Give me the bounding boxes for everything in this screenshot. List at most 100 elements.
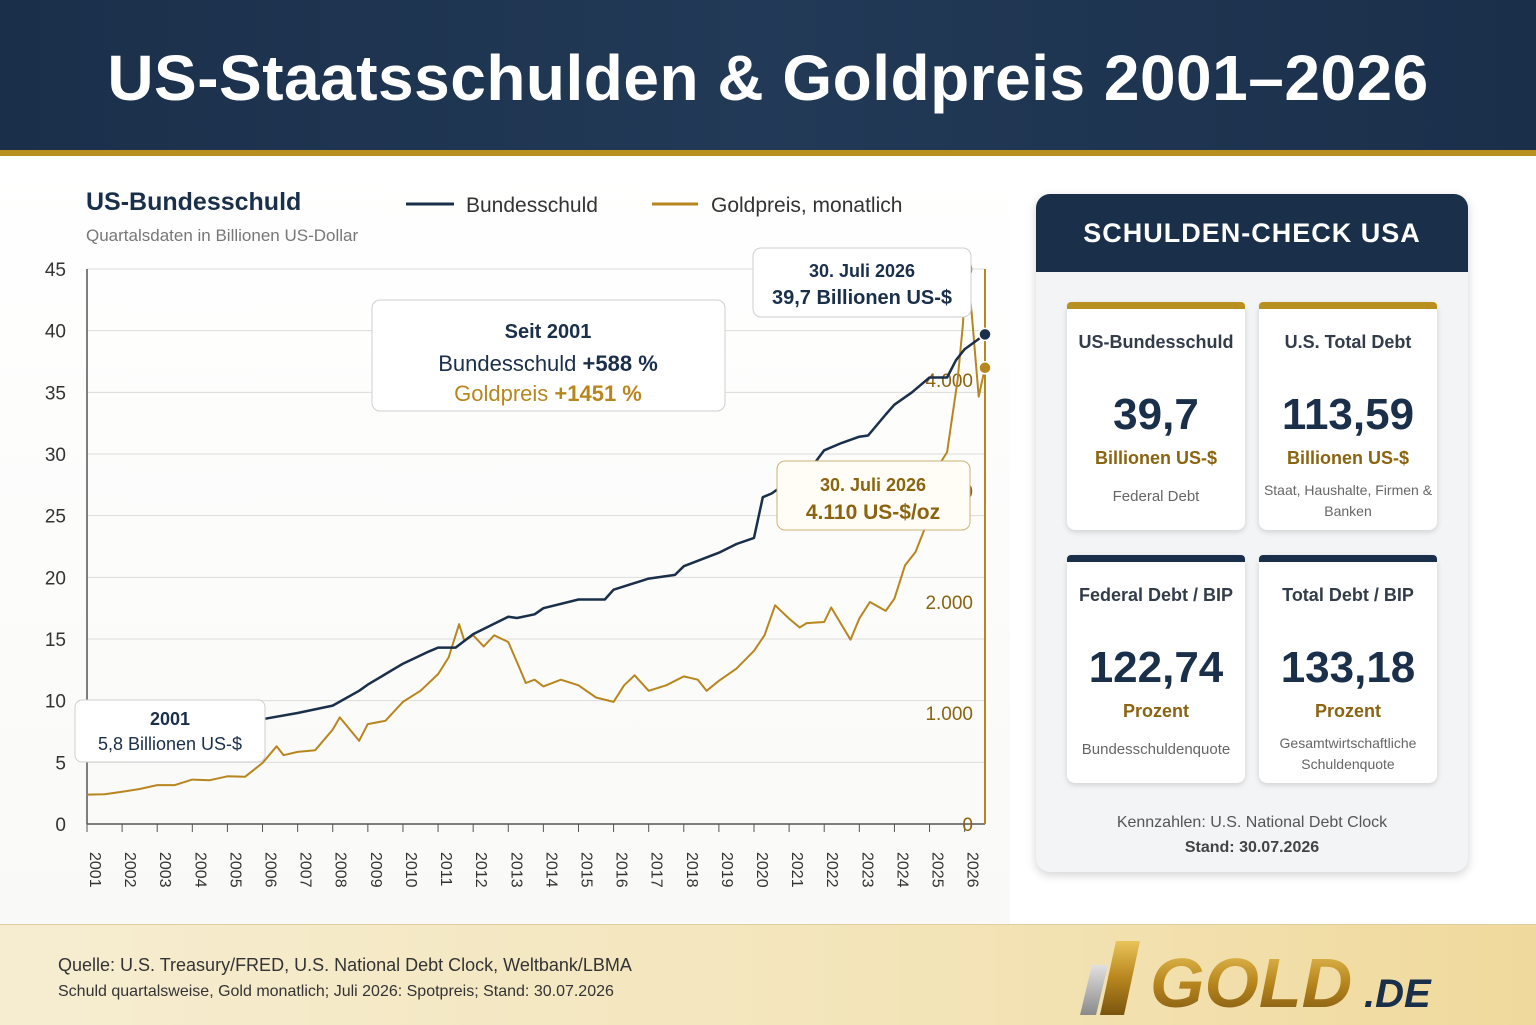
y-tick-label: 20: [45, 568, 66, 589]
y-tick-label: 25: [45, 507, 66, 528]
card-value: 133,18: [1280, 643, 1416, 692]
card-title: Total Debt / BIP: [1282, 585, 1414, 605]
callout-gold-end-date: 30. Juli 2026: [820, 475, 926, 495]
footer-source-line1: Quelle: U.S. Treasury/FRED, U.S. Nationa…: [58, 955, 632, 975]
panel-title: SCHULDEN-CHECK USA: [1036, 194, 1468, 272]
legend-debt-label: Bundesschuld: [466, 194, 598, 217]
card-note: Gesamtwirtschaftliche Schuldenquote: [1279, 735, 1417, 772]
panel-source: Kennzahlen: U.S. National Debt Clock: [1116, 814, 1388, 831]
x-tick-label: 2010: [402, 852, 419, 888]
card-title: Federal Debt / BIP: [1078, 585, 1234, 605]
card-federal-debt-gdp: Federal Debt / BIP 122,74 Prozent Bundes…: [1067, 555, 1245, 783]
card-unit: Prozent: [1122, 701, 1189, 721]
header-gold-rule: [0, 150, 1536, 156]
callout-start-box: [74, 699, 266, 763]
gold-end-marker: [978, 361, 992, 375]
card-unit: Billionen US-$: [1286, 448, 1409, 468]
x-tick-label: 2011: [437, 852, 454, 887]
x-tick-label: 2018: [683, 852, 700, 888]
x-tick-label: 2019: [718, 852, 735, 888]
debt-gold-chart: US-Bundesschuld Quartalsdaten in Billion…: [45, 188, 992, 888]
card-unit: Billionen US-$: [1094, 448, 1217, 468]
card-federal-debt: US-Bundesschuld 39,7 Billionen US-$ Fede…: [1067, 302, 1245, 530]
x-tick-label: 2009: [367, 852, 384, 888]
callout-since-title: Seit 2001: [505, 321, 592, 343]
header-banner: [0, 0, 1536, 150]
debt-end-marker: [978, 327, 992, 342]
x-tick-label: 2006: [262, 852, 279, 888]
y-tick-label: 10: [45, 692, 66, 713]
card-accent-bar: [1259, 555, 1437, 562]
y-tick-label: 40: [45, 322, 66, 343]
callout-debt-end-box: [752, 247, 972, 318]
x-tick-label: 2004: [191, 852, 208, 888]
card-accent-bar: [1067, 555, 1245, 562]
callout-since-gold: Goldpreis +1451 %: [454, 381, 642, 406]
y-tick-label: 15: [45, 630, 66, 651]
callout-gold-end-text: 4.110 US-$/oz: [806, 501, 940, 524]
logo-bar-gold: [1100, 941, 1140, 1015]
x-tick-label: 2015: [577, 852, 594, 888]
y-tick-label: 35: [45, 383, 66, 404]
x-tick-label: 2026: [964, 852, 981, 888]
card-total-debt: U.S. Total Debt 113,59 Billionen US-$ St…: [1259, 302, 1437, 530]
chart-subtitle: Quartalsdaten in Billionen US-Dollar: [86, 226, 358, 245]
x-tick-label: 2022: [823, 852, 840, 888]
y2-tick-label: 1.000: [925, 704, 973, 725]
end-markers: [978, 327, 992, 375]
x-tick-label: 2021: [788, 852, 805, 888]
callout-since-2001: Seit 2001 Bundesschuld +588 % Goldpreis …: [371, 299, 726, 412]
card-accent-bar: [1067, 302, 1245, 309]
x-tick-label: 2007: [297, 852, 314, 888]
card-note: Federal Debt: [1112, 488, 1200, 505]
x-tick-label: 2016: [613, 852, 630, 888]
x-tick-label: 2008: [332, 852, 349, 888]
chart-title: US-Bundesschuld: [86, 188, 301, 216]
callout-debt-end: 30. Juli 2026 39,7 Billionen US-$: [752, 247, 972, 318]
callout-start-2001: 2001 5,8 Billionen US-$: [74, 699, 266, 763]
card-total-debt-gdp: Total Debt / BIP 133,18 Prozent Gesamtwi…: [1259, 555, 1437, 783]
x-tick-label: 2017: [648, 852, 665, 888]
debt-check-panel: SCHULDEN-CHECK USA US-Bundesschuld 39,7 …: [1036, 194, 1468, 872]
page-title: US-Staatsschulden & Goldpreis 2001–2026: [107, 42, 1429, 114]
card-note: Staat, Haushalte, Firmen & Banken: [1263, 482, 1433, 519]
logo-text: GOLD: [1150, 944, 1352, 1019]
logo-bar-silver: [1080, 965, 1108, 1015]
legend-gold-label: Goldpreis, monatlich: [711, 194, 902, 217]
footer-source-line2: Schuld quartalsweise, Gold monatlich; Ju…: [58, 983, 614, 1000]
series-lines: [86, 262, 986, 796]
y2-tick-label: 2.000: [925, 593, 973, 614]
federal-debt-line: [86, 333, 986, 754]
callout-debt-end-date: 30. Juli 2026: [809, 261, 915, 281]
x-tick-label: 2002: [121, 852, 138, 888]
y-tick-label: 5: [55, 753, 66, 774]
logo-suffix: .DE: [1364, 972, 1432, 1016]
x-tick-label: 2013: [507, 852, 524, 888]
card-unit: Prozent: [1314, 701, 1381, 721]
footer: Quelle: U.S. Treasury/FRED, U.S. Nationa…: [0, 924, 1536, 1025]
card-title: U.S. Total Debt: [1284, 332, 1412, 352]
callout-gold-end: 30. Juli 2026 4.110 US-$/oz: [776, 460, 971, 531]
x-tick-label: 2025: [929, 852, 946, 888]
y-tick-label: 45: [45, 260, 66, 281]
x-tick-label: 2012: [472, 852, 489, 888]
callout-start-text: 5,8 Billionen US-$: [98, 734, 242, 754]
x-tick-label: 2014: [542, 852, 559, 888]
y-tick-label: 0: [55, 815, 66, 836]
card-value: 122,74: [1088, 643, 1224, 692]
callout-since-box: [371, 299, 726, 412]
callout-start-title: 2001: [150, 709, 190, 729]
y-tick-label: 30: [45, 445, 66, 466]
card-note: Bundesschuldenquote: [1081, 741, 1231, 758]
x-tick-label: 2005: [226, 852, 243, 888]
y2-tick-label: 0: [962, 815, 973, 836]
x-tick-label: 2024: [893, 852, 910, 888]
x-tick-label: 2001: [86, 852, 103, 888]
card-value: 113,59: [1281, 390, 1415, 439]
chart-area: US-Bundesschuld Quartalsdaten in Billion…: [0, 156, 1010, 924]
callout-since-debt: Bundesschuld +588 %: [438, 351, 658, 376]
callout-gold-end-box: [776, 460, 971, 531]
card-value: 39,7: [1113, 390, 1199, 439]
x-tick-label: 2003: [156, 852, 173, 888]
panel-stand-date: Stand: 30.07.2026: [1184, 839, 1320, 856]
